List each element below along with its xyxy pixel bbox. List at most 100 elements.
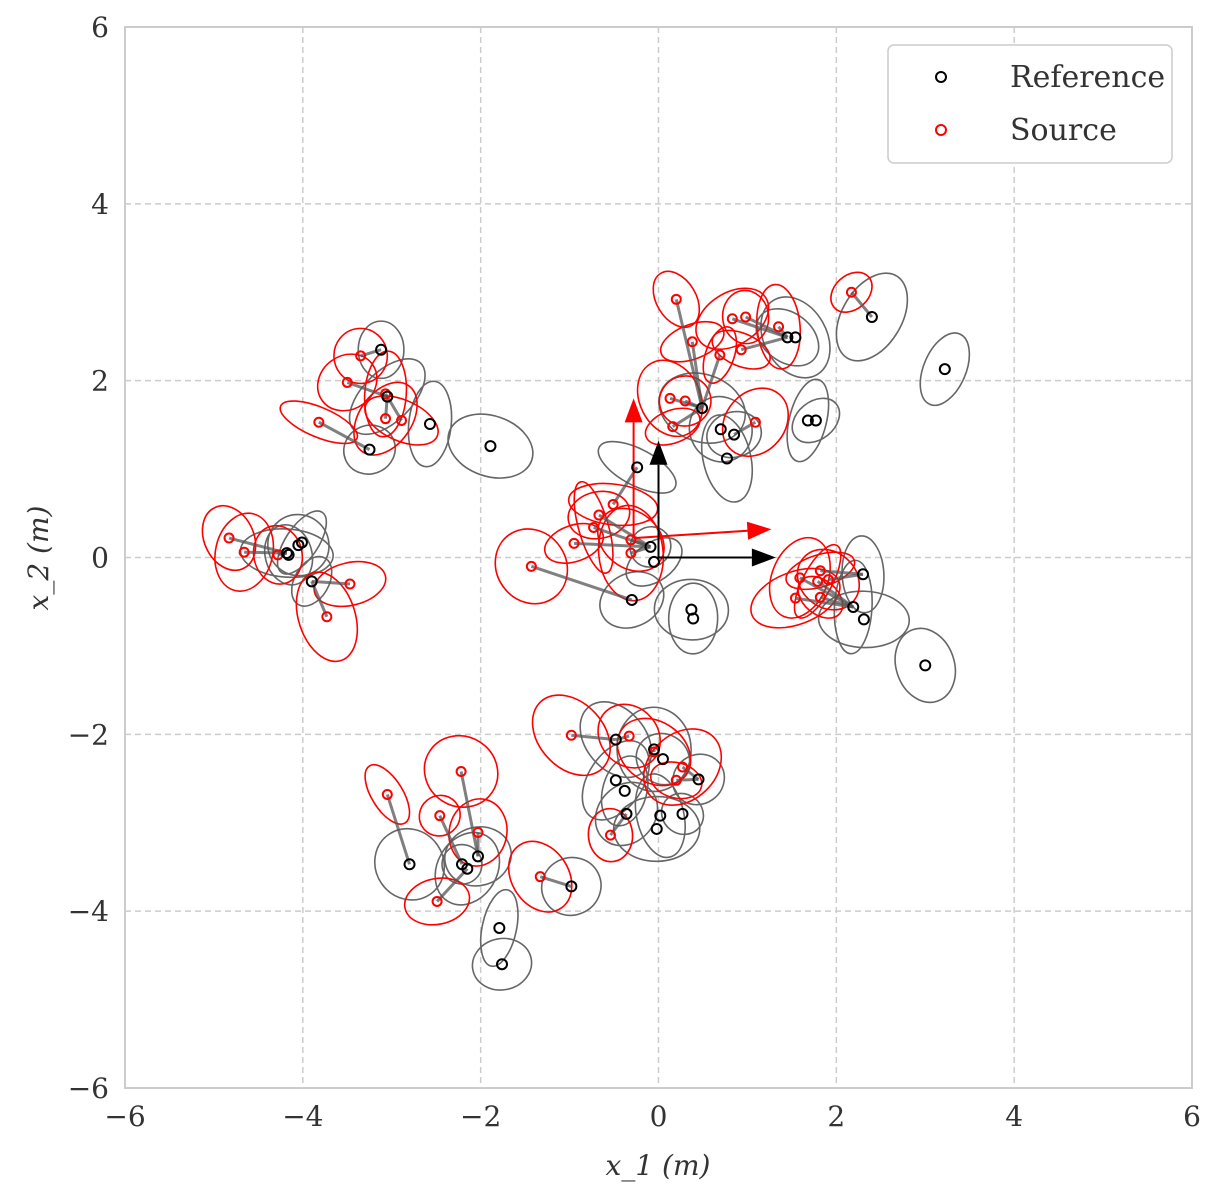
source-point xyxy=(223,532,235,544)
reference-point xyxy=(493,921,506,934)
x-axis-var: x_1 (m) xyxy=(606,1149,711,1182)
x-tick-label: 6 xyxy=(1183,1100,1201,1133)
source-ellipse xyxy=(363,350,408,438)
reference-point xyxy=(648,743,661,756)
source-point xyxy=(812,575,824,587)
source-ellipse xyxy=(214,512,275,592)
source-point xyxy=(625,534,637,546)
correspondence-line xyxy=(598,513,652,549)
reference-point xyxy=(363,443,376,456)
reference-ellipse xyxy=(599,571,665,629)
reference-ellipse xyxy=(276,510,328,575)
reference-ellipse xyxy=(653,578,730,641)
plot-frame xyxy=(124,26,1193,1089)
source-ellipse xyxy=(353,381,418,456)
source-point xyxy=(568,537,580,549)
source-covariance-ellipses xyxy=(201,270,873,926)
correspondence-line xyxy=(740,335,788,352)
source-ellipse xyxy=(543,522,605,564)
source-ellipse xyxy=(652,270,701,329)
correspondence-line xyxy=(820,569,864,576)
reference-ellipse xyxy=(817,590,911,649)
y-tick-label: −6 xyxy=(68,1072,109,1105)
source-ellipse xyxy=(201,505,257,572)
x-tick-label: −6 xyxy=(104,1100,145,1133)
reference-ellipse xyxy=(597,440,677,494)
reference-ellipse xyxy=(600,755,649,827)
reference-point xyxy=(471,850,484,863)
source-point xyxy=(686,336,698,348)
x-tick-label: −4 xyxy=(282,1100,323,1133)
reference-ellipse xyxy=(635,732,691,786)
source-point xyxy=(773,321,785,333)
source-point xyxy=(472,826,484,838)
reference-ellipse xyxy=(594,781,659,847)
reference-point xyxy=(381,390,394,403)
reference-ellipse xyxy=(786,378,830,463)
reference-point xyxy=(631,461,644,474)
source-point xyxy=(749,416,761,428)
source-point xyxy=(380,413,392,425)
correspondence-line xyxy=(676,777,699,782)
reference-point xyxy=(919,659,932,672)
source-point xyxy=(344,578,356,590)
source-frame-y-arrow-head xyxy=(624,398,643,423)
source-ellipse xyxy=(658,375,712,427)
source-point xyxy=(726,313,738,325)
source-point xyxy=(321,611,333,623)
source-point xyxy=(355,350,367,362)
source-point xyxy=(677,761,689,773)
reference-ellipse xyxy=(581,739,651,821)
x-tick-label: 2 xyxy=(827,1100,845,1133)
source-point xyxy=(845,286,857,298)
source-frame-x-arrow-shaft xyxy=(633,529,748,540)
reference-point xyxy=(654,809,667,822)
source-ellipse xyxy=(644,407,701,446)
source-point xyxy=(380,388,392,400)
reference-ellipse xyxy=(290,555,333,607)
reference-point xyxy=(857,613,870,626)
legend: Reference Source xyxy=(887,44,1173,164)
reference-ellipse xyxy=(471,937,533,991)
source-point xyxy=(313,416,325,428)
source-ellipse xyxy=(642,728,723,806)
correspondence-line xyxy=(681,765,700,781)
source-ellipse xyxy=(695,287,770,351)
reference-point xyxy=(857,568,870,581)
correspondence-line xyxy=(244,550,287,555)
source-ellipse xyxy=(711,329,771,370)
legend-box xyxy=(887,44,1173,164)
correspondence-line xyxy=(318,420,371,451)
source-ellipse xyxy=(587,807,634,863)
reference-point xyxy=(789,331,802,344)
reference-ellipse xyxy=(267,513,330,577)
y-tick-label: 4 xyxy=(91,188,109,221)
source-ellipse xyxy=(721,387,790,458)
reference-frame-y-arrow-head xyxy=(649,440,668,465)
source-point xyxy=(534,871,546,883)
y-tick-label: −2 xyxy=(68,718,109,751)
source-point xyxy=(814,591,826,603)
source-point xyxy=(714,349,726,361)
source-ellipse xyxy=(403,877,471,926)
reference-point xyxy=(809,414,822,427)
source-ellipse xyxy=(797,575,844,619)
correspondence-line xyxy=(384,393,389,398)
reference-point xyxy=(676,807,689,820)
x-tick-label: −2 xyxy=(460,1100,501,1133)
source-point xyxy=(735,344,747,356)
legend-reference-marker xyxy=(935,71,947,83)
reference-ellipse xyxy=(755,308,820,367)
reference-ellipse xyxy=(894,627,957,704)
source-point xyxy=(455,765,467,777)
source-ellipse xyxy=(364,395,439,446)
source-point xyxy=(789,592,801,604)
source-ellipse xyxy=(793,543,842,619)
correspondence-line xyxy=(311,579,351,586)
reference-ellipse xyxy=(444,826,512,887)
reference-ellipse xyxy=(919,332,971,407)
source-point xyxy=(740,311,752,323)
source-ellipse xyxy=(313,560,387,608)
reference-ellipse xyxy=(833,559,873,655)
